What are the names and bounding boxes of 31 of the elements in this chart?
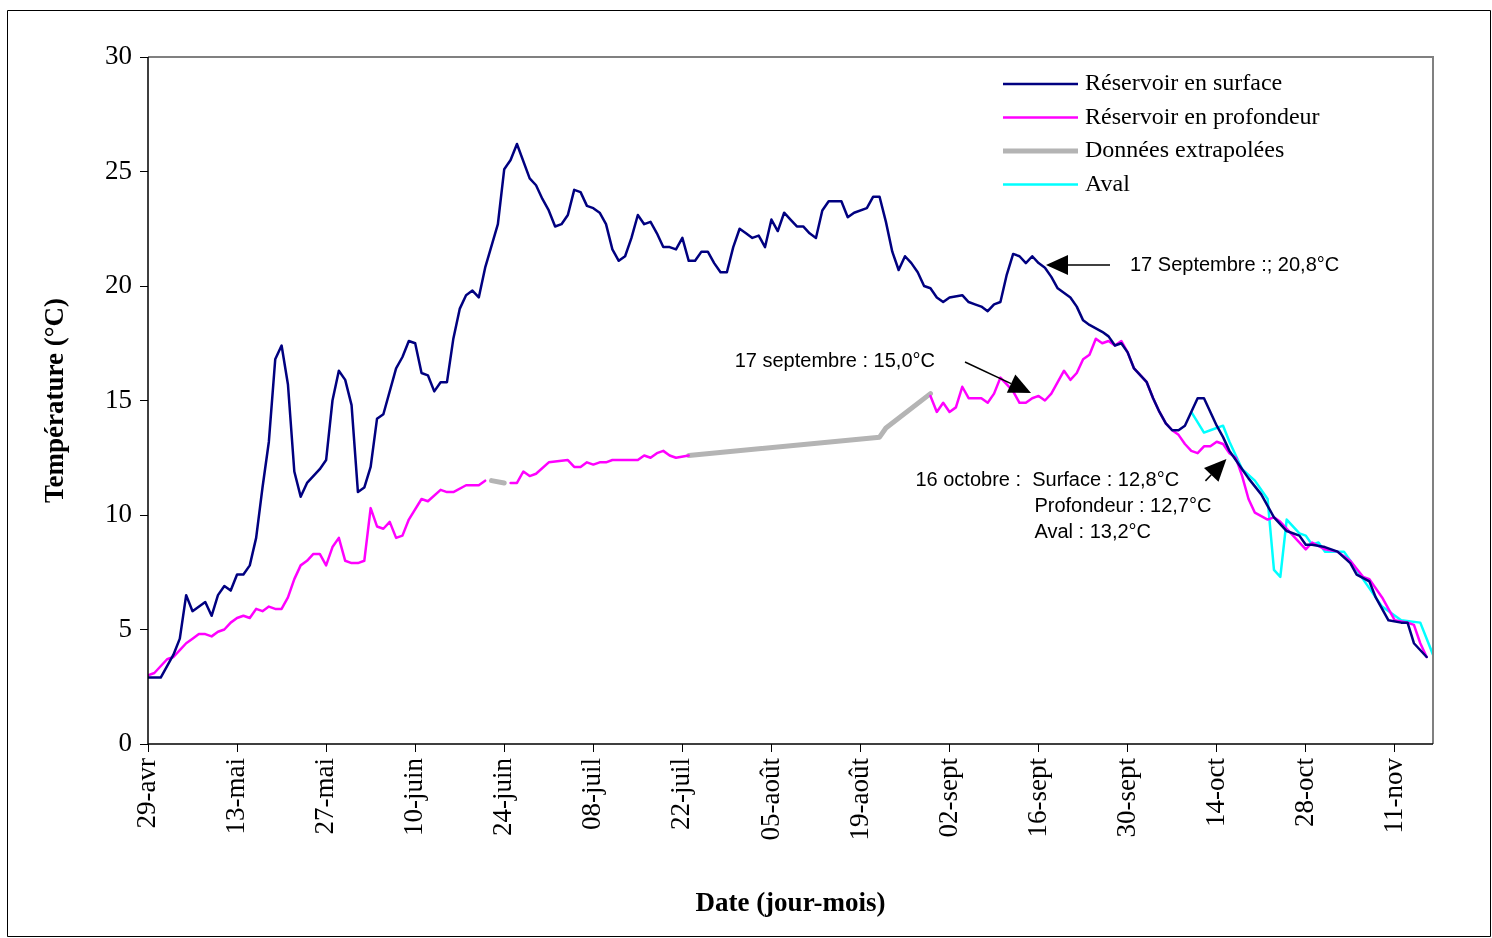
x-tick-label: 24-juin [487, 757, 518, 836]
x-tick-label: 14-oct [1199, 757, 1230, 827]
y-tick-label: 0 [118, 727, 132, 758]
x-tick-label: 11-nov [1377, 757, 1408, 834]
legend-label: Réservoir en profondeur [1085, 102, 1320, 129]
y-tick-label: 20 [105, 269, 132, 300]
y-tick-label: 25 [105, 154, 132, 185]
x-tick-label: 27-mai [309, 758, 340, 835]
legend-label: Aval [1085, 169, 1131, 196]
x-tick-label: 28-oct [1288, 757, 1319, 827]
y-tick-label: 30 [105, 40, 132, 71]
annotation: 16 octobre : Surface : 12,8°C Profondeur : 12,7°C Aval : 13,2°C [915, 468, 1212, 543]
legend-label: Données extrapolées [1085, 136, 1285, 163]
y-axis-title: Température (°C) [39, 297, 70, 504]
annotation: 17 Septembre :; 20,8°C [1130, 252, 1340, 275]
legend-label: Réservoir en surface [1085, 69, 1283, 96]
x-tick-label: 02-sept [932, 757, 963, 838]
y-tick-label: 5 [118, 612, 132, 643]
x-tick-label: 30-sept [1110, 757, 1141, 838]
x-tick-label: 16-sept [1021, 757, 1052, 838]
x-tick-label: 13-mai [220, 758, 251, 835]
x-tick-label: 22-juil [665, 758, 696, 830]
annotation: 17 septembre : 15,0°C [734, 348, 935, 371]
x-tick-label: 29-avr [131, 757, 162, 829]
x-tick-label: 05-août [754, 757, 785, 841]
x-tick-label: 19-août [843, 757, 874, 841]
x-tick-label: 08-juil [576, 758, 607, 830]
x-axis-title: Date (jour-mois) [695, 886, 886, 917]
x-tick-label: 10-juin [398, 757, 429, 836]
y-tick-label: 15 [105, 383, 132, 414]
y-tick-label: 10 [105, 498, 132, 529]
